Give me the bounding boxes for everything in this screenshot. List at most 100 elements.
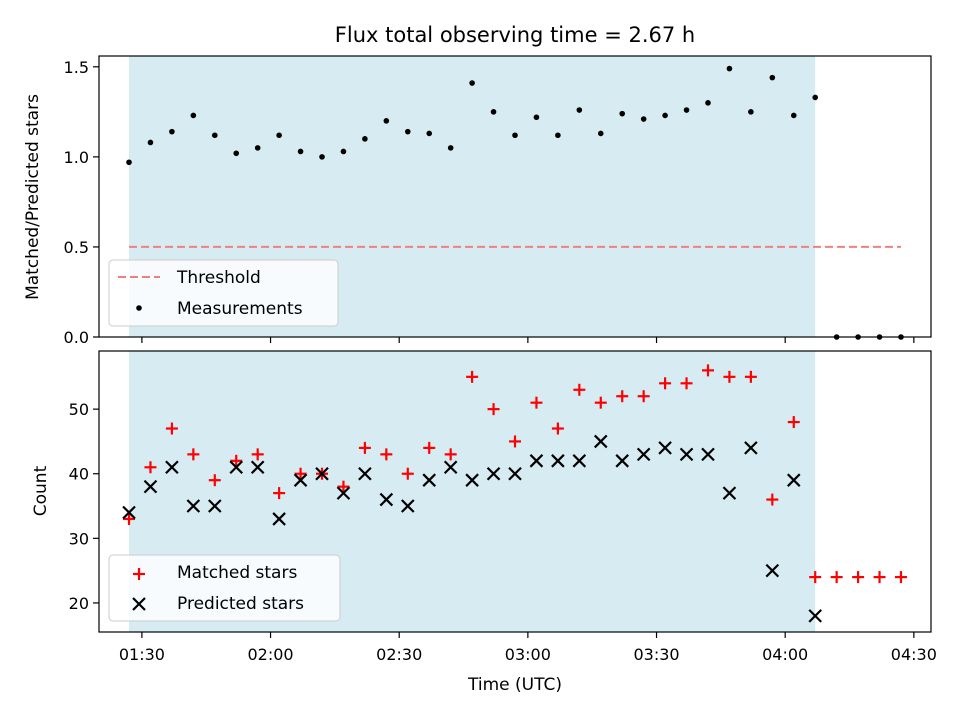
matched-star-point xyxy=(273,487,286,500)
top-panel: 0.0 0.5 1.0 1.5 Matched/Predicted stars Thr… xyxy=(23,55,932,347)
x-tick-label: 02:00 xyxy=(247,645,293,664)
x-axis-label: Time (UTC) xyxy=(467,675,562,695)
predicted-star-point xyxy=(765,563,780,578)
predicted-star-point xyxy=(508,466,522,481)
matched-star-point xyxy=(852,571,865,584)
bottom-y-ticks: 20 30 40 50 xyxy=(69,400,99,613)
matched-star-point xyxy=(251,448,264,461)
measurement-point xyxy=(254,145,261,151)
legend-predicted-swatch xyxy=(132,597,146,611)
measurement-point xyxy=(469,80,475,86)
measurement-point xyxy=(211,132,218,139)
predicted-star-point xyxy=(293,473,308,487)
measurement-point xyxy=(490,109,497,115)
measurement-point xyxy=(190,112,197,119)
predicted-star-point xyxy=(636,447,651,462)
matched-star-point xyxy=(466,370,479,383)
legend-predicted-label: Predicted stars xyxy=(177,594,304,614)
x-tick-label: 01:30 xyxy=(119,645,165,664)
bottom-y-tick-label: 20 xyxy=(69,594,89,613)
measurement-point xyxy=(362,136,368,142)
top-y-tick-label: 0.5 xyxy=(64,238,89,257)
matched-star-point xyxy=(744,370,757,383)
predicted-star-point xyxy=(679,447,694,462)
predicted-star-point xyxy=(272,512,286,526)
matched-star-point xyxy=(637,390,650,403)
matched-star-point xyxy=(573,383,586,396)
matched-star-point xyxy=(723,370,736,383)
matched-star-point xyxy=(230,454,243,467)
measurement-point xyxy=(790,112,797,119)
predicted-star-point xyxy=(593,434,608,449)
predicted-star-point xyxy=(701,447,715,462)
predicted-star-point xyxy=(808,609,822,623)
matched-star-point xyxy=(487,403,500,416)
bottom-legend: Matched stars Predicted stars xyxy=(108,554,341,622)
matched-star-point xyxy=(809,571,822,584)
matched-star-point xyxy=(144,461,157,474)
measurement-point xyxy=(426,130,433,137)
top-legend: Threshold Measurements xyxy=(108,259,339,327)
measurement-point xyxy=(276,132,282,139)
measurement-point xyxy=(297,148,304,155)
matched-star-point xyxy=(187,448,200,461)
matched-star-point xyxy=(423,441,436,454)
predicted-star-point xyxy=(529,454,544,468)
measurement-point xyxy=(340,148,347,155)
bottom-y-tick-label: 30 xyxy=(69,529,89,548)
measurement-point xyxy=(619,110,626,117)
measurement-point xyxy=(147,139,154,146)
matched-star-point xyxy=(337,480,350,493)
top-y-axis-label: Matched/Predicted stars xyxy=(23,94,43,300)
measurement-point xyxy=(319,154,325,160)
matched-star-point xyxy=(165,422,178,435)
measurement-point xyxy=(576,107,583,113)
bottom-y-tick-label: 40 xyxy=(69,465,89,484)
predicted-star-point xyxy=(186,499,201,513)
legend-matched-swatch xyxy=(133,568,145,580)
matched-star-point xyxy=(509,435,521,448)
matched-star-point xyxy=(401,467,414,480)
measurement-point xyxy=(597,130,604,137)
predicted-star-point xyxy=(358,466,372,481)
predicted-star-point xyxy=(208,499,222,513)
x-tick-label: 03:00 xyxy=(505,645,551,664)
matched-star-point xyxy=(358,441,371,454)
predicted-star-point xyxy=(379,492,394,507)
x-tick-label: 03:30 xyxy=(633,645,679,664)
measurement-point xyxy=(812,94,819,101)
matched-star-point xyxy=(659,377,672,390)
x-tick-label: 02:30 xyxy=(376,645,422,664)
predicted-star-point xyxy=(122,505,136,520)
bottom-y-axis-label: Count xyxy=(31,465,51,516)
predicted-star-point xyxy=(336,486,351,500)
measurement-point xyxy=(533,114,540,121)
predicted-star-point xyxy=(315,466,329,481)
measurement-point xyxy=(748,109,754,115)
matched-star-point xyxy=(701,364,714,377)
matched-star-point xyxy=(444,448,457,461)
matched-star-point xyxy=(830,571,843,584)
count-points xyxy=(122,364,907,623)
predicted-star-point xyxy=(786,473,801,487)
predicted-star-point xyxy=(486,466,501,481)
measurement-point xyxy=(447,145,454,151)
measurement-point xyxy=(683,107,690,113)
predicted-star-point xyxy=(722,486,737,500)
matched-star-point xyxy=(123,512,136,525)
matched-star-point xyxy=(787,416,800,429)
predicted-star-point xyxy=(165,460,179,475)
top-y-ticks: 0.0 0.5 1.0 1.5 xyxy=(64,58,99,347)
measurement-point xyxy=(404,128,411,135)
matched-star-point xyxy=(766,493,779,506)
matched-star-point xyxy=(208,474,221,487)
chart-title: Flux total observing time = 2.67 h xyxy=(335,23,695,47)
measurement-point xyxy=(126,159,132,166)
legend-measurements-label: Measurements xyxy=(177,299,303,319)
measurement-point xyxy=(705,100,711,106)
matched-star-point xyxy=(551,422,564,435)
x-tick-label: 04:00 xyxy=(762,645,808,664)
predicted-star-point xyxy=(229,460,244,475)
